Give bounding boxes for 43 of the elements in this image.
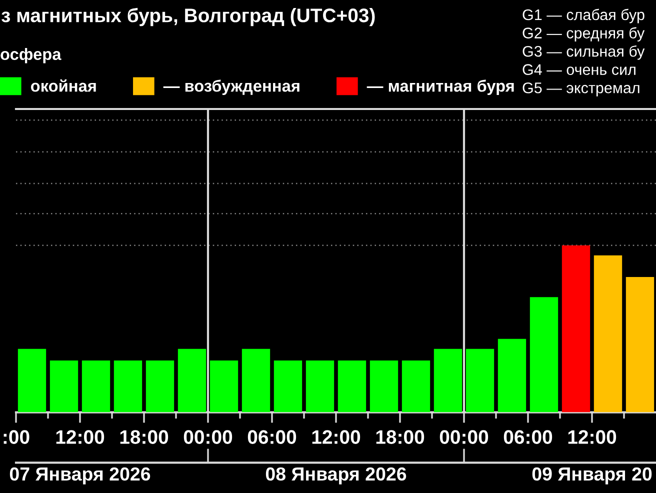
bar [50,360,78,412]
bar [402,360,430,412]
legend-label: — магнитная буря [366,80,514,96]
legend-label: — возбужденная [163,80,300,96]
x-tick-label: 12:00 [312,430,360,444]
text: G2 — средняя бу [522,27,645,42]
bar [18,348,46,412]
bar [434,348,462,412]
x2-tick-label: 08 Января 2026 [266,467,406,484]
text: G1 — слабая бур [522,8,644,24]
bar [498,338,526,412]
chart-title: з магнитных бурь, Волгоград (UTC+03) [2,8,375,26]
bar [338,360,366,412]
bar [146,360,174,412]
bar [594,255,622,412]
x-tick-label: 12:00 [568,430,616,444]
bar [530,297,558,412]
bar [562,245,590,412]
x2-tick-label: 09 Января 20 [532,467,652,484]
bar [626,277,654,412]
bar [466,348,494,412]
bar [210,360,238,412]
text: G5 — экстремал [522,82,640,96]
bar [306,360,334,412]
text: G4 — очень сил [522,64,636,75]
bar [274,360,302,412]
bar [370,360,398,412]
x-tick-label: 12:00 [56,430,104,444]
x-tick-label: :00 [4,430,30,444]
x-tick-label: 18:00 [376,430,424,444]
x-tick-label: 06:00 [248,430,296,444]
bar [82,360,110,412]
legend-title: осфера [0,48,62,64]
legend-label: окойная [30,79,96,92]
bar [242,348,270,412]
bar [114,360,142,412]
bar [178,348,206,412]
x2-tick-label: 07 Января 2026 [10,467,150,484]
x-tick-label: 06:00 [504,430,552,444]
x-tick-label: 00:00 [184,430,232,444]
x-tick-label: 00:00 [440,430,488,444]
text: G3 — сильная бу [522,45,645,60]
x-tick-label: 18:00 [120,430,168,444]
